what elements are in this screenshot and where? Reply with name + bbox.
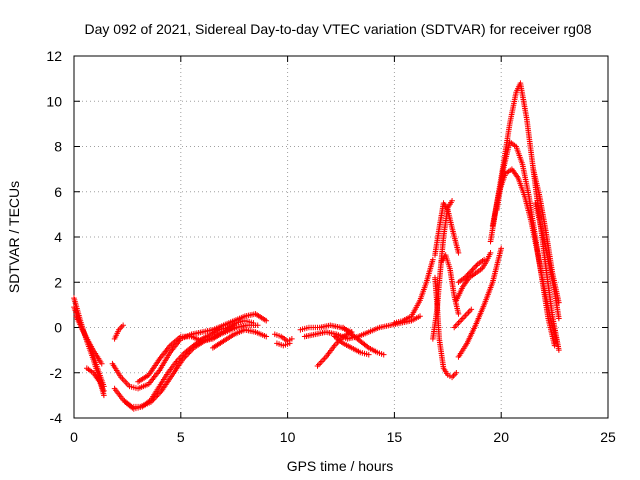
- y-axis-label: SDTVAR / TECUs: [6, 181, 22, 293]
- grid: [74, 56, 608, 418]
- data-point: [250, 320, 257, 326]
- data-point: [231, 322, 237, 329]
- y-tick-labels: -4 -2 0 2 4 6 8 10 12: [46, 48, 62, 426]
- data-point: [463, 273, 469, 280]
- data-point: [365, 351, 372, 358]
- data-point: [553, 338, 560, 344]
- data-point: [556, 315, 562, 322]
- data-point: [286, 340, 293, 347]
- data-point: [449, 198, 455, 204]
- y-tick-label: 6: [54, 184, 62, 200]
- data-point: [455, 250, 462, 256]
- y-tick-label: 10: [46, 93, 62, 109]
- series-trace-16: [340, 324, 387, 358]
- series-trace-31: [532, 200, 562, 322]
- x-tick-label: 0: [70, 429, 78, 445]
- data-point: [468, 306, 475, 313]
- data-point: [462, 274, 468, 281]
- data-point: [498, 245, 504, 252]
- data-point: [487, 250, 494, 256]
- series-trace-3: [73, 313, 105, 367]
- series-trace-25: [455, 245, 504, 360]
- series-trace-9: [135, 322, 237, 385]
- data-point: [289, 336, 295, 342]
- data-point: [380, 351, 387, 358]
- series-trace-11: [271, 331, 295, 344]
- series-trace-10: [210, 326, 270, 351]
- data-point: [473, 262, 480, 269]
- series-trace-22: [438, 252, 462, 317]
- series-trace-21: [432, 274, 460, 381]
- data-point: [472, 264, 478, 270]
- data-point: [120, 322, 126, 329]
- data-point: [254, 322, 261, 329]
- series-trace-26: [451, 306, 475, 331]
- data-point: [453, 369, 460, 376]
- data-point: [417, 313, 423, 319]
- data-point: [468, 268, 475, 274]
- data-point: [481, 256, 487, 263]
- series-trace-20: [432, 200, 462, 258]
- series-trace-14: [301, 313, 423, 342]
- x-tick-label: 5: [177, 429, 185, 445]
- series-trace-4: [84, 365, 107, 394]
- data-point: [464, 272, 471, 278]
- series-trace-15: [314, 329, 355, 369]
- data-point: [467, 269, 473, 276]
- data-point: [556, 347, 562, 353]
- x-axis-label: GPS time / hours: [287, 458, 394, 474]
- data-point: [455, 311, 462, 317]
- data-point: [551, 342, 558, 349]
- y-tick-label: -4: [50, 410, 63, 426]
- data-point: [101, 388, 107, 394]
- data-point: [471, 265, 477, 272]
- series-trace-27: [487, 80, 562, 353]
- data-point: [465, 270, 472, 277]
- chart-title: Day 092 of 2021, Sidereal Day-to-day VTE…: [84, 21, 591, 37]
- x-tick-label: 25: [600, 429, 616, 445]
- data-marks: [71, 80, 562, 412]
- series-trace-18: [391, 256, 436, 326]
- data-point: [98, 360, 105, 367]
- y-tick-label: 12: [46, 48, 62, 64]
- y-tick-label: 8: [54, 139, 62, 155]
- series-trace-29: [489, 166, 560, 344]
- data-point: [263, 317, 270, 324]
- x-tick-labels: 0 5 10 15 20 25: [70, 429, 616, 445]
- series-trace-5: [111, 322, 126, 342]
- series-trace-12: [274, 340, 293, 349]
- x-tick-label: 15: [387, 429, 403, 445]
- axis-ticks: [73, 55, 609, 419]
- data-point: [263, 333, 270, 340]
- y-tick-label: 4: [54, 229, 62, 245]
- y-tick-label: 2: [54, 274, 62, 290]
- x-tick-label: 10: [280, 429, 296, 445]
- data-point: [430, 256, 436, 263]
- data-point: [469, 266, 476, 273]
- series-trace-17: [331, 333, 372, 358]
- x-tick-label: 20: [493, 429, 509, 445]
- y-tick-label: 0: [54, 320, 62, 336]
- series-trace-24: [455, 256, 487, 286]
- y-tick-label: -2: [50, 365, 63, 381]
